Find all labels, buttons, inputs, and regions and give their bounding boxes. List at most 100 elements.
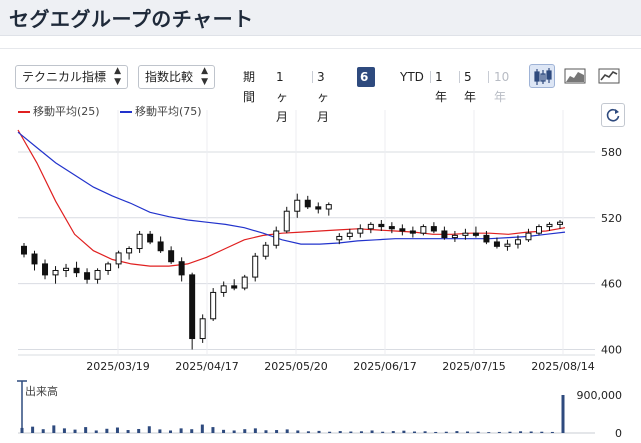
technical-indicator-select-label: テクニカル指標	[22, 70, 107, 84]
volume-bar	[115, 427, 119, 433]
tab-1-year[interactable]: 1年	[435, 70, 448, 104]
volume-bar	[41, 429, 45, 433]
volume-bar	[466, 431, 470, 433]
candle-body	[557, 221, 563, 225]
period-separator	[312, 71, 313, 83]
candle-body	[63, 267, 70, 271]
candle-body	[199, 318, 206, 340]
candle-body	[231, 285, 238, 289]
y-tick-label: 400	[601, 344, 622, 357]
candle-body	[441, 230, 448, 239]
volume-bar	[275, 430, 279, 433]
candle-body	[115, 252, 122, 265]
line-chart-icon	[598, 68, 620, 84]
candle-body	[325, 204, 332, 210]
candle-body	[315, 206, 322, 210]
volume-bar	[52, 425, 56, 433]
volume-bar	[211, 427, 215, 433]
chart-card	[0, 48, 641, 443]
volume-bar	[476, 431, 480, 433]
volume-bar	[31, 426, 35, 433]
index-compare-select-label: 指数比較	[145, 70, 194, 84]
page-header: セグエグループのチャート	[0, 0, 641, 36]
period-separator	[459, 71, 460, 83]
candle-body	[346, 232, 353, 237]
volume-bar	[529, 431, 533, 433]
candle-body	[262, 244, 269, 257]
x-tick-label: 2025/03/19	[86, 360, 149, 373]
candle-body	[388, 226, 395, 230]
technical-indicator-select[interactable]: テクニカル指標 ▲ ▼	[15, 65, 128, 89]
legend-ma75-label: 移動平均(75)	[135, 105, 202, 118]
candle-body	[241, 276, 248, 289]
candle-body	[168, 250, 175, 263]
candle-body	[136, 233, 143, 250]
candle-body	[220, 285, 227, 293]
select-arrows-icon: ▲ ▼	[201, 66, 208, 87]
tab-1-month[interactable]: 1ヶ月	[276, 70, 289, 124]
legend-ma75-swatch	[120, 111, 132, 113]
candle-body	[409, 230, 416, 234]
volume-bars	[20, 395, 565, 433]
candle-body	[52, 269, 59, 276]
area-chart-button[interactable]	[562, 64, 588, 88]
candle-body	[420, 226, 427, 234]
volume-bar	[243, 429, 247, 433]
index-compare-select[interactable]: 指数比較 ▲ ▼	[138, 65, 215, 89]
volume-bar	[126, 430, 130, 433]
volume-bar	[264, 430, 268, 433]
volume-bar	[402, 430, 406, 433]
candle-body	[367, 223, 374, 230]
volume-bar	[444, 431, 448, 433]
volume-bar	[328, 431, 332, 433]
x-tick-label: 2025/04/17	[175, 360, 238, 373]
ma-line-1	[17, 131, 566, 245]
volume-bar	[105, 428, 109, 433]
y-tick-label: 460	[601, 278, 622, 291]
candle-body	[304, 199, 311, 208]
volume-bar	[550, 431, 554, 433]
volume-bar	[73, 429, 77, 433]
candle-body	[294, 199, 301, 212]
volume-bar	[434, 431, 438, 433]
tab-6-months[interactable]: 6ヶ月	[357, 67, 375, 124]
candle-body	[525, 232, 532, 241]
candle-body	[147, 233, 154, 243]
period-label: 期間	[243, 70, 256, 104]
tab-3-months[interactable]: 3ヶ月	[317, 70, 330, 124]
volume-bar	[179, 428, 183, 433]
volume-bar	[359, 431, 363, 433]
candle-body	[462, 232, 469, 236]
candle-body	[273, 230, 280, 246]
y-tick-label: 580	[601, 146, 622, 159]
candle-body	[252, 255, 259, 278]
tab-ytd[interactable]: YTD	[400, 70, 424, 84]
volume-bar	[497, 431, 501, 433]
candle-body	[430, 226, 437, 232]
refresh-button[interactable]	[601, 103, 625, 127]
candle-body	[73, 267, 80, 274]
candle-body	[178, 261, 185, 276]
candle-body	[210, 291, 217, 320]
x-tick-label: 2025/07/15	[442, 360, 505, 373]
volume-bar	[370, 430, 374, 433]
candle-body	[84, 272, 91, 280]
candle-body	[504, 243, 511, 247]
volume-bar	[317, 430, 321, 433]
candlestick-chart-button[interactable]	[529, 64, 555, 88]
volume-bar	[296, 430, 300, 433]
volume-bar	[561, 395, 565, 433]
candle-body	[283, 210, 290, 232]
volume-bar	[137, 428, 141, 433]
tab-10-years[interactable]: 10年	[494, 70, 510, 104]
line-chart-button[interactable]	[596, 64, 622, 88]
period-separator	[488, 71, 489, 83]
volume-bar	[391, 431, 395, 433]
volume-bar	[232, 430, 236, 433]
candle-body	[189, 274, 196, 340]
candle-body	[336, 235, 343, 241]
ma-line-0	[17, 129, 566, 267]
tab-5-years[interactable]: 5年	[464, 70, 477, 104]
volume-bar	[306, 431, 310, 433]
